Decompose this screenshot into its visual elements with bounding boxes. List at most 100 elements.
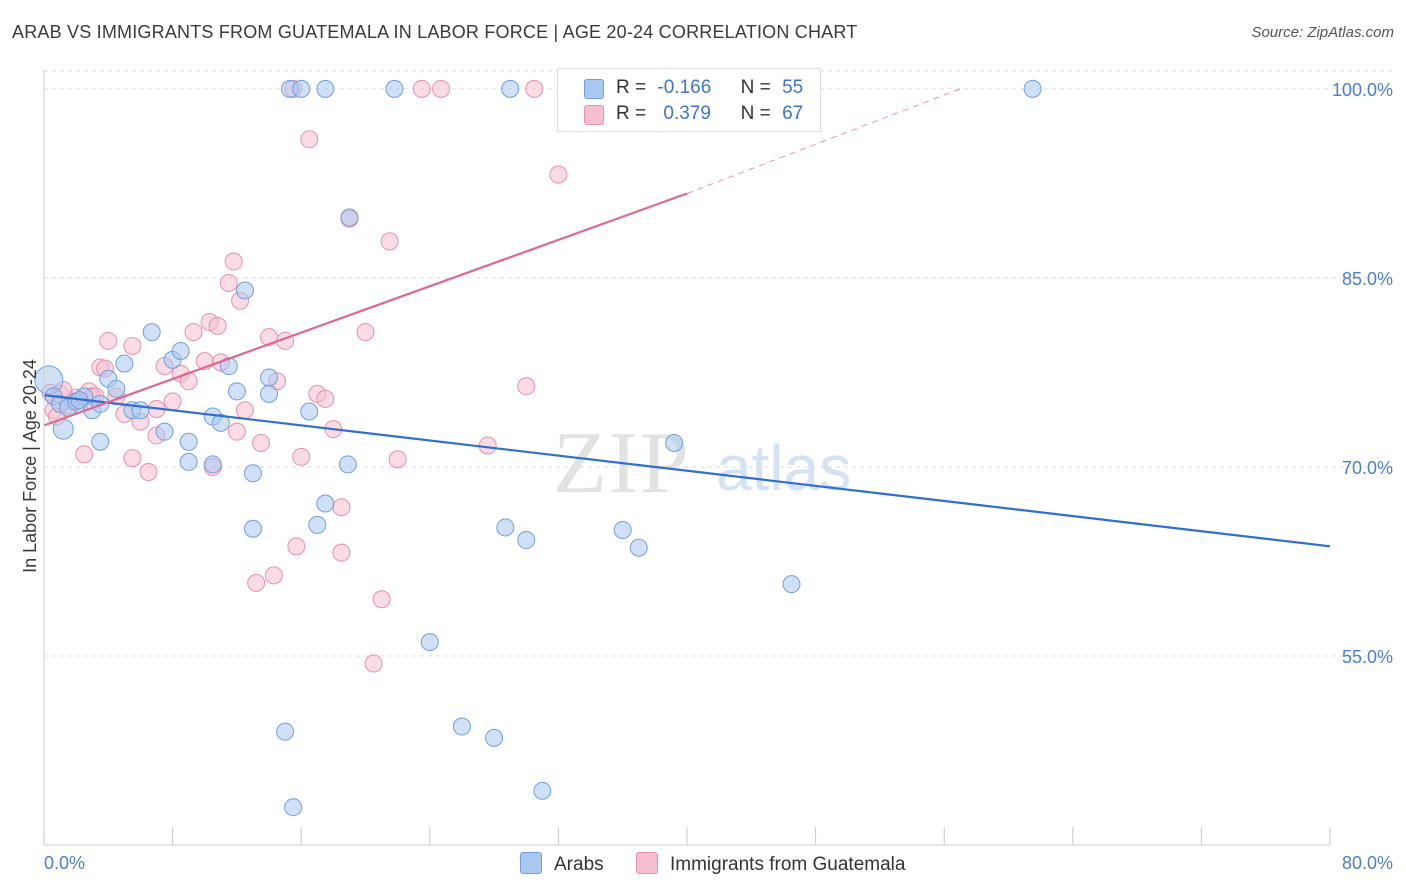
guatemala-swatch: [584, 105, 604, 125]
chart-title: ARAB VS IMMIGRANTS FROM GUATEMALA IN LAB…: [12, 22, 858, 42]
guatemala-point: [287, 537, 306, 556]
x-tick-label-min: 0.0%: [44, 853, 85, 873]
y-tick-label: 85.0%: [1342, 269, 1393, 289]
guatemala-point: [163, 392, 182, 411]
guatemala-point: [123, 449, 142, 468]
guatemala-trend-extension: [686, 88, 961, 194]
guatemala-point: [184, 323, 203, 342]
guatemala-point: [549, 165, 568, 184]
arabs-point: [665, 434, 684, 453]
arabs-point: [501, 79, 520, 98]
arabs-point: [115, 354, 134, 373]
arabs-point: [227, 382, 246, 401]
arabs-point: [385, 79, 404, 98]
guatemala-point: [517, 377, 536, 396]
guatemala-point: [139, 462, 158, 481]
arabs-point: [1023, 79, 1042, 98]
guatemala-point: [247, 573, 266, 592]
arabs-point: [142, 323, 161, 342]
arabs-trend-line: [43, 394, 1331, 548]
guatemala-point: [123, 336, 142, 355]
arabs-point: [179, 452, 198, 471]
arabs-point: [235, 281, 254, 300]
bottom-arabs-swatch: [520, 852, 542, 874]
arabs-point: [203, 455, 222, 474]
y-axis-label: In Labor Force | Age 20-24: [20, 359, 40, 573]
guatemala-point: [432, 79, 451, 98]
guatemala-r-value: 0.379: [663, 103, 711, 124]
arabs-n-value: 55: [782, 77, 804, 98]
arabs-point: [211, 413, 230, 432]
arabs-point: [316, 494, 335, 513]
guatemala-point: [300, 130, 319, 149]
y-tick-label: 55.0%: [1342, 647, 1393, 667]
arabs-point: [340, 208, 359, 227]
arabs-swatch: [584, 79, 604, 99]
arabs-r-label: R =: [616, 77, 647, 98]
guatemala-point: [412, 79, 431, 98]
arabs-point: [260, 384, 279, 403]
source-label: Source: ZipAtlas.com: [1251, 24, 1394, 41]
arabs-point: [292, 79, 311, 98]
arabs-point: [308, 515, 327, 534]
arabs-point: [107, 379, 126, 398]
arabs-point: [452, 717, 471, 736]
guatemala-point: [235, 401, 254, 420]
correlation-legend: R = -0.166 N = 55 R = 0.379 N = 67: [557, 68, 821, 132]
guatemala-point: [99, 331, 118, 350]
bottom-guatemala-label: Immigrants from Guatemala: [670, 854, 906, 875]
arabs-point: [338, 455, 357, 474]
bottom-legend-guatemala: Immigrants from Guatemala: [636, 852, 905, 876]
guatemala-point: [388, 450, 407, 469]
arabs-point: [52, 418, 74, 440]
arabs-point: [485, 728, 504, 747]
y-tick-label: 70.0%: [1342, 458, 1393, 478]
arabs-point: [171, 342, 190, 361]
arabs-point: [613, 520, 632, 539]
arabs-point: [243, 464, 262, 483]
guatemala-r-label: R =: [616, 103, 647, 124]
bottom-arabs-label: Arabs: [554, 854, 604, 875]
bottom-guatemala-swatch: [636, 852, 658, 874]
arabs-point: [276, 722, 295, 741]
arabs-point: [316, 79, 335, 98]
watermark-atlas: atlas: [716, 432, 851, 504]
guatemala-point: [356, 323, 375, 342]
guatemala-point: [372, 590, 391, 609]
arabs-point: [91, 432, 110, 451]
guatemala-point: [332, 498, 351, 517]
trend-lines: [43, 88, 1331, 548]
arabs-point: [629, 538, 648, 557]
guatemala-point: [332, 543, 351, 562]
guatemala-point: [252, 434, 271, 453]
guatemala-n-value: 67: [782, 103, 804, 124]
guatemala-point: [219, 273, 238, 292]
guatemala-point: [316, 389, 335, 408]
guatemala-point: [227, 422, 246, 441]
guatemala-point: [75, 445, 94, 464]
arabs-n-label: N =: [740, 77, 771, 98]
guatemala-point: [525, 79, 544, 98]
arabs-point: [179, 432, 198, 451]
bottom-legend-arabs: Arabs: [520, 852, 604, 876]
series-arabs-points: [34, 79, 1042, 817]
axes: [43, 70, 1331, 846]
arabs-point: [155, 422, 174, 441]
arabs-point: [284, 798, 303, 817]
arabs-point: [533, 781, 552, 800]
x-tick-label-max: 80.0%: [1342, 853, 1393, 873]
arabs-point: [243, 519, 262, 538]
arabs-point: [782, 575, 801, 594]
arabs-point: [420, 633, 439, 652]
guatemala-point: [364, 654, 383, 673]
arabs-point: [300, 402, 319, 421]
guatemala-point: [292, 447, 311, 466]
guatemala-point: [264, 566, 283, 585]
series-guatemala-points: [41, 79, 656, 673]
arabs-point: [496, 518, 515, 537]
guatemala-trend-line: [43, 192, 688, 427]
guatemala-point: [208, 316, 227, 335]
arabs-point: [517, 531, 536, 550]
y-tick-label: 100.0%: [1332, 80, 1393, 100]
